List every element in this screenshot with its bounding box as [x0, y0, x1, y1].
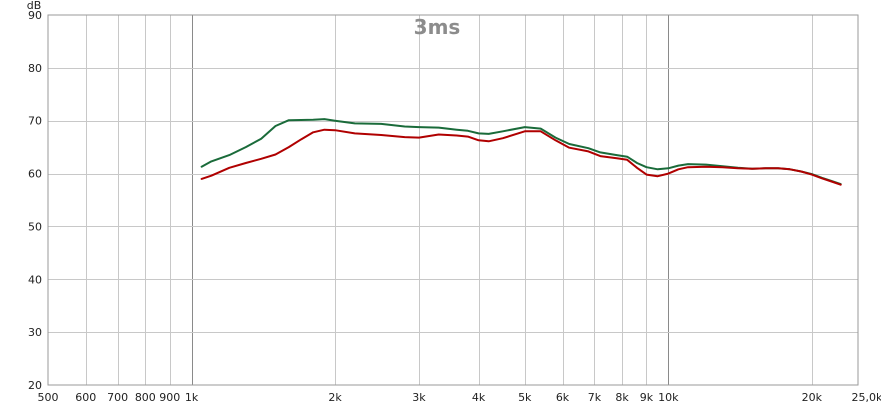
x-tick-label: 7k [588, 391, 602, 404]
grid-lines [48, 15, 858, 385]
chart-title: 3ms [414, 15, 461, 39]
x-tick-label: 25,0kHz [852, 391, 881, 404]
series-line-2 [200, 128, 842, 186]
x-tick-label: 10k [658, 391, 679, 404]
x-tick-label: 9k [640, 391, 654, 404]
x-tick-label: 8k [615, 391, 629, 404]
y-tick-label: 30 [28, 326, 42, 339]
x-tick-label: 3k [412, 391, 426, 404]
y-tick-label: 90 [28, 9, 42, 22]
y-tick-label: 70 [28, 115, 42, 128]
y-tick-label: 20 [28, 379, 42, 392]
series-lines [200, 118, 842, 186]
y-tick-label: 60 [28, 168, 42, 181]
x-tick-label: 2k [328, 391, 342, 404]
x-tick-label: 700 [107, 391, 128, 404]
y-axis-label: dB [27, 0, 42, 12]
x-tick-label: 4k [472, 391, 486, 404]
x-tick-label: 20k [802, 391, 823, 404]
x-tick-label: 900 [159, 391, 180, 404]
y-tick-label: 40 [28, 273, 42, 286]
x-tick-label: 1k [185, 391, 199, 404]
x-tick-label: 5k [518, 391, 532, 404]
x-tick-label: 6k [556, 391, 570, 404]
plot-frame [47, 14, 859, 386]
x-tick-label: 500 [38, 391, 59, 404]
y-tick-label: 80 [28, 62, 42, 75]
y-tick-labels: 20 30 40 50 60 70 80 90 [28, 9, 42, 392]
x-tick-labels: 500 600 700 800 900 1k 2k 3k 4k 5k 6k 7k 8k 9k 10k 20k 2… [38, 391, 881, 404]
x-tick-label: 600 [75, 391, 96, 404]
y-tick-label: 50 [28, 220, 42, 233]
x-tick-label: 800 [135, 391, 156, 404]
